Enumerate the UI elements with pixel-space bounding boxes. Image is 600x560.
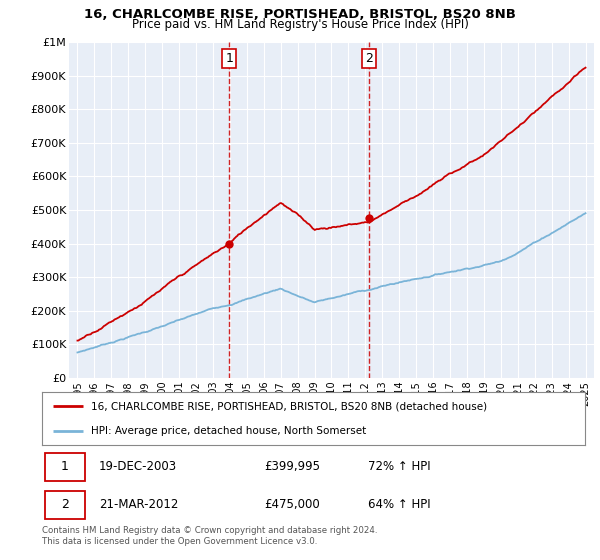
Text: 2: 2: [365, 52, 373, 66]
Text: 21-MAR-2012: 21-MAR-2012: [99, 498, 178, 511]
Text: HPI: Average price, detached house, North Somerset: HPI: Average price, detached house, Nort…: [91, 426, 366, 436]
FancyBboxPatch shape: [45, 453, 85, 481]
Text: 1: 1: [226, 52, 233, 66]
Text: 16, CHARLCOMBE RISE, PORTISHEAD, BRISTOL, BS20 8NB: 16, CHARLCOMBE RISE, PORTISHEAD, BRISTOL…: [84, 8, 516, 21]
Text: 2: 2: [61, 498, 69, 511]
Text: £399,995: £399,995: [265, 460, 320, 473]
Text: 64% ↑ HPI: 64% ↑ HPI: [368, 498, 430, 511]
Text: Contains HM Land Registry data © Crown copyright and database right 2024.
This d: Contains HM Land Registry data © Crown c…: [42, 526, 377, 546]
FancyBboxPatch shape: [45, 491, 85, 519]
Text: £475,000: £475,000: [265, 498, 320, 511]
Text: 16, CHARLCOMBE RISE, PORTISHEAD, BRISTOL, BS20 8NB (detached house): 16, CHARLCOMBE RISE, PORTISHEAD, BRISTOL…: [91, 402, 487, 412]
Text: 72% ↑ HPI: 72% ↑ HPI: [368, 460, 430, 473]
Text: Price paid vs. HM Land Registry's House Price Index (HPI): Price paid vs. HM Land Registry's House …: [131, 18, 469, 31]
Text: 19-DEC-2003: 19-DEC-2003: [99, 460, 177, 473]
Text: 1: 1: [61, 460, 69, 473]
